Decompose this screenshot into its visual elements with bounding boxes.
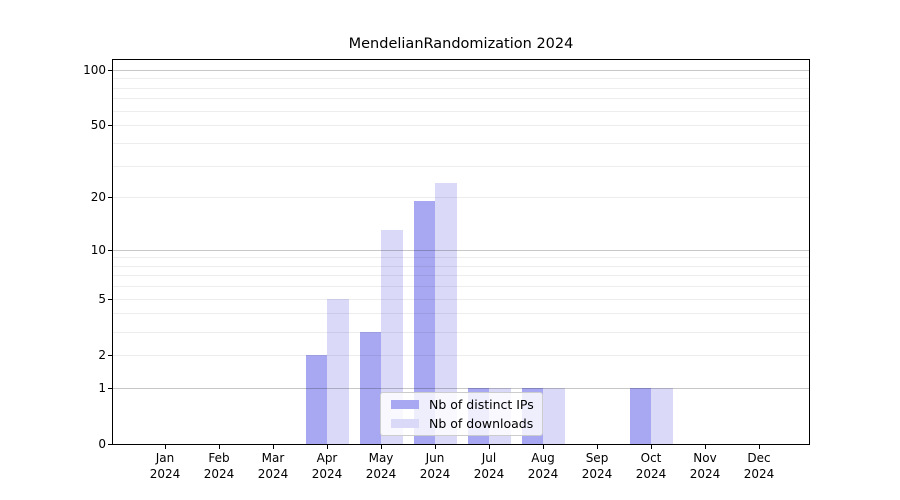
bar-downloads-oct <box>651 387 673 444</box>
gridline-minor-8 <box>113 265 809 267</box>
x-tick-label-may: May 2024 <box>365 451 397 481</box>
x-tick-sep <box>597 445 598 449</box>
x-tick-label-mar: Mar 2024 <box>257 451 289 481</box>
x-tick-feb <box>219 445 220 449</box>
x-tick-nov <box>705 445 706 449</box>
bar-downloads-jun <box>435 182 457 444</box>
gridline-minor-5 <box>113 298 809 300</box>
y-tick-label-10: 10 <box>90 242 106 257</box>
x-tick-label-aug: Aug 2024 <box>527 451 559 481</box>
y-tick-1 <box>108 387 113 389</box>
bar-downloads-apr <box>327 298 349 444</box>
x-tick-label-dec: Dec 2024 <box>743 451 775 481</box>
bar-downloads-may <box>381 229 403 444</box>
chart-title: MendelianRandomization 2024 <box>348 36 574 52</box>
y-tick-label-100: 100 <box>83 62 106 77</box>
y-tick-label-20: 20 <box>90 190 106 205</box>
y-tick-label-1: 1 <box>98 380 106 395</box>
x-tick-oct <box>651 445 652 449</box>
bar-distinct-ips-oct <box>629 387 651 444</box>
legend: Nb of distinct IPs Nb of downloads <box>380 392 543 436</box>
gridline-minor-90 <box>113 78 809 80</box>
x-tick-label-jan: Jan 2024 <box>149 451 181 481</box>
gridline-minor-70 <box>113 98 809 100</box>
bar-distinct-ips-jun <box>413 201 435 444</box>
x-tick-label-sep: Sep 2024 <box>581 451 613 481</box>
y-tick-10 <box>108 249 113 251</box>
gridline-minor-4 <box>113 313 809 315</box>
y-tick-5 <box>108 298 113 300</box>
x-tick-aug <box>543 445 544 449</box>
gridline-major-1 <box>113 387 809 389</box>
gridline-minor-3 <box>113 331 809 333</box>
bar-distinct-ips-apr <box>305 354 327 444</box>
gridline-minor-40 <box>113 142 809 144</box>
y-tick-0 <box>108 444 113 445</box>
gridline-minor-50 <box>113 125 809 127</box>
x-tick-label-apr: Apr 2024 <box>311 451 343 481</box>
gridline-major-10 <box>113 249 809 251</box>
y-tick-label-0: 0 <box>98 437 106 451</box>
legend-label-distinct-ips: Nb of distinct IPs <box>429 397 534 412</box>
legend-swatch-downloads <box>391 419 419 428</box>
gridline-minor-80 <box>113 87 809 89</box>
legend-label-downloads: Nb of downloads <box>429 416 534 431</box>
gridline-major-100 <box>113 69 809 71</box>
y-tick-20 <box>108 197 113 199</box>
x-tick-label-feb: Feb 2024 <box>203 451 235 481</box>
y-tick-50 <box>108 125 113 127</box>
y-tick-label-2: 2 <box>98 347 106 362</box>
x-tick-jul <box>489 445 490 449</box>
plot-area <box>113 60 809 444</box>
x-tick-label-jul: Jul 2024 <box>473 451 505 481</box>
gridline-minor-2 <box>113 354 809 356</box>
legend-item-distinct-ips: Nb of distinct IPs <box>391 397 534 412</box>
gridline-minor-30 <box>113 165 809 167</box>
bar-distinct-ips-may <box>359 331 381 444</box>
y-tick-label-5: 5 <box>98 291 106 306</box>
gridline-minor-7 <box>113 275 809 277</box>
x-tick-dec <box>759 445 760 449</box>
x-tick-label-nov: Nov 2024 <box>689 451 721 481</box>
x-tick-label-oct: Oct 2024 <box>635 451 667 481</box>
gridline-minor-20 <box>113 197 809 199</box>
gridline-minor-6 <box>113 286 809 288</box>
x-tick-mar <box>273 445 274 449</box>
bar-downloads-aug <box>543 387 565 444</box>
x-tick-may <box>381 445 382 449</box>
x-tick-jan <box>165 445 166 449</box>
gridline-minor-9 <box>113 257 809 259</box>
x-tick-jun <box>435 445 436 449</box>
legend-item-downloads: Nb of downloads <box>391 416 534 431</box>
y-tick-2 <box>108 354 113 356</box>
x-tick-apr <box>327 445 328 449</box>
x-tick-label-jun: Jun 2024 <box>419 451 451 481</box>
y-tick-label-50: 50 <box>90 118 106 133</box>
legend-swatch-distinct-ips <box>391 400 419 409</box>
gridline-minor-60 <box>113 110 809 112</box>
y-tick-100 <box>108 69 113 71</box>
